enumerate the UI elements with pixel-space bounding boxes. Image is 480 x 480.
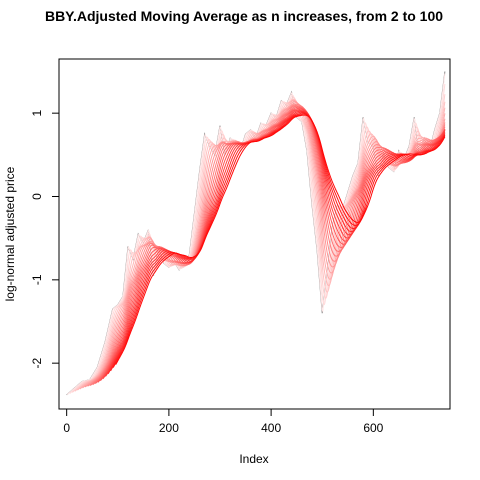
y-tick-label: 0 [30,193,44,200]
x-tick-label: 600 [363,421,383,435]
chart-title: BBY.Adjusted Moving Average as n increas… [45,8,443,24]
x-axis-label: Index [239,452,268,466]
y-tick-label: -2 [30,358,44,369]
x-tick-label: 400 [261,421,281,435]
y-tick-label: 1 [30,110,44,117]
x-tick-label: 0 [63,421,70,435]
y-axis-label: log-normal adjusted price [3,166,17,301]
x-tick-label: 200 [159,421,179,435]
y-tick-label: -1 [30,274,44,285]
